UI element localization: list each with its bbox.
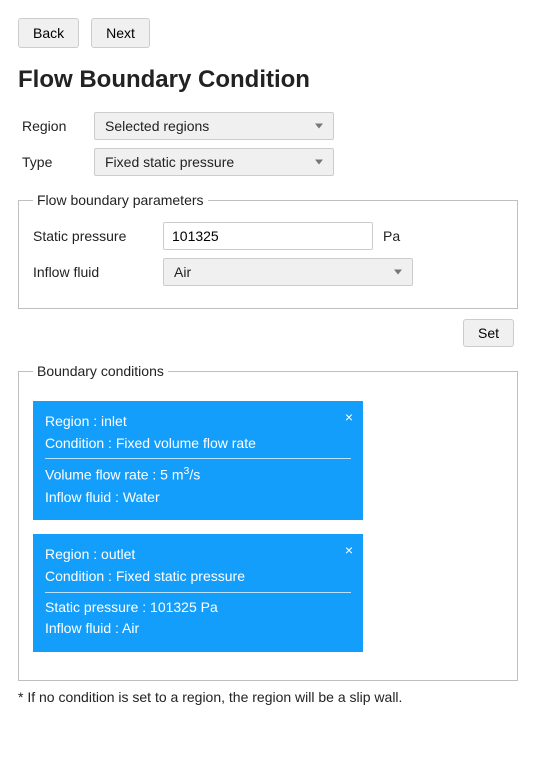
bc-legend: Boundary conditions — [33, 363, 168, 379]
divider — [45, 458, 351, 459]
divider — [45, 592, 351, 593]
chevron-down-icon — [315, 160, 323, 165]
region-select-value: Selected regions — [105, 118, 209, 134]
params-legend: Flow boundary parameters — [33, 192, 208, 208]
chevron-down-icon — [315, 124, 323, 129]
inflow-fluid-select[interactable]: Air — [163, 258, 413, 286]
inflow-fluid-value: Air — [174, 264, 191, 280]
nav-buttons: Back Next — [18, 18, 518, 48]
type-row: Type Fixed static pressure — [18, 148, 518, 176]
back-button[interactable]: Back — [18, 18, 79, 48]
static-pressure-row: Static pressure Pa — [33, 222, 503, 250]
bc-card: × Region : outlet Condition : Fixed stat… — [33, 534, 363, 652]
set-row: Set — [18, 319, 514, 347]
region-select[interactable]: Selected regions — [94, 112, 334, 140]
boundary-conditions: Boundary conditions × Region : inlet Con… — [18, 363, 518, 681]
chevron-down-icon — [394, 270, 402, 275]
type-label: Type — [22, 154, 94, 170]
bc-condition-line: Condition : Fixed volume flow rate — [45, 433, 351, 455]
region-row: Region Selected regions — [18, 112, 518, 140]
static-pressure-label: Static pressure — [33, 228, 163, 244]
flow-boundary-parameters: Flow boundary parameters Static pressure… — [18, 192, 518, 309]
bc-region-line: Region : outlet — [45, 544, 351, 566]
static-pressure-unit: Pa — [383, 228, 400, 244]
bc-value-line: Volume flow rate : 5 m3/s — [45, 463, 351, 486]
close-icon[interactable]: × — [345, 540, 353, 562]
inflow-fluid-label: Inflow fluid — [33, 264, 163, 280]
bc-value-line: Static pressure : 101325 Pa — [45, 597, 351, 619]
bc-fluid-line: Inflow fluid : Water — [45, 487, 351, 509]
set-button[interactable]: Set — [463, 319, 514, 347]
bc-fluid-line: Inflow fluid : Air — [45, 618, 351, 640]
type-select-value: Fixed static pressure — [105, 154, 234, 170]
type-select[interactable]: Fixed static pressure — [94, 148, 334, 176]
next-button[interactable]: Next — [91, 18, 150, 48]
close-icon[interactable]: × — [345, 407, 353, 429]
region-label: Region — [22, 118, 94, 134]
bc-card: × Region : inlet Condition : Fixed volum… — [33, 401, 363, 520]
inflow-fluid-row: Inflow fluid Air — [33, 258, 503, 286]
static-pressure-input[interactable] — [163, 222, 373, 250]
bc-condition-line: Condition : Fixed static pressure — [45, 566, 351, 588]
page-title: Flow Boundary Condition — [18, 66, 518, 94]
footnote: * If no condition is set to a region, th… — [18, 689, 518, 705]
bc-region-line: Region : inlet — [45, 411, 351, 433]
